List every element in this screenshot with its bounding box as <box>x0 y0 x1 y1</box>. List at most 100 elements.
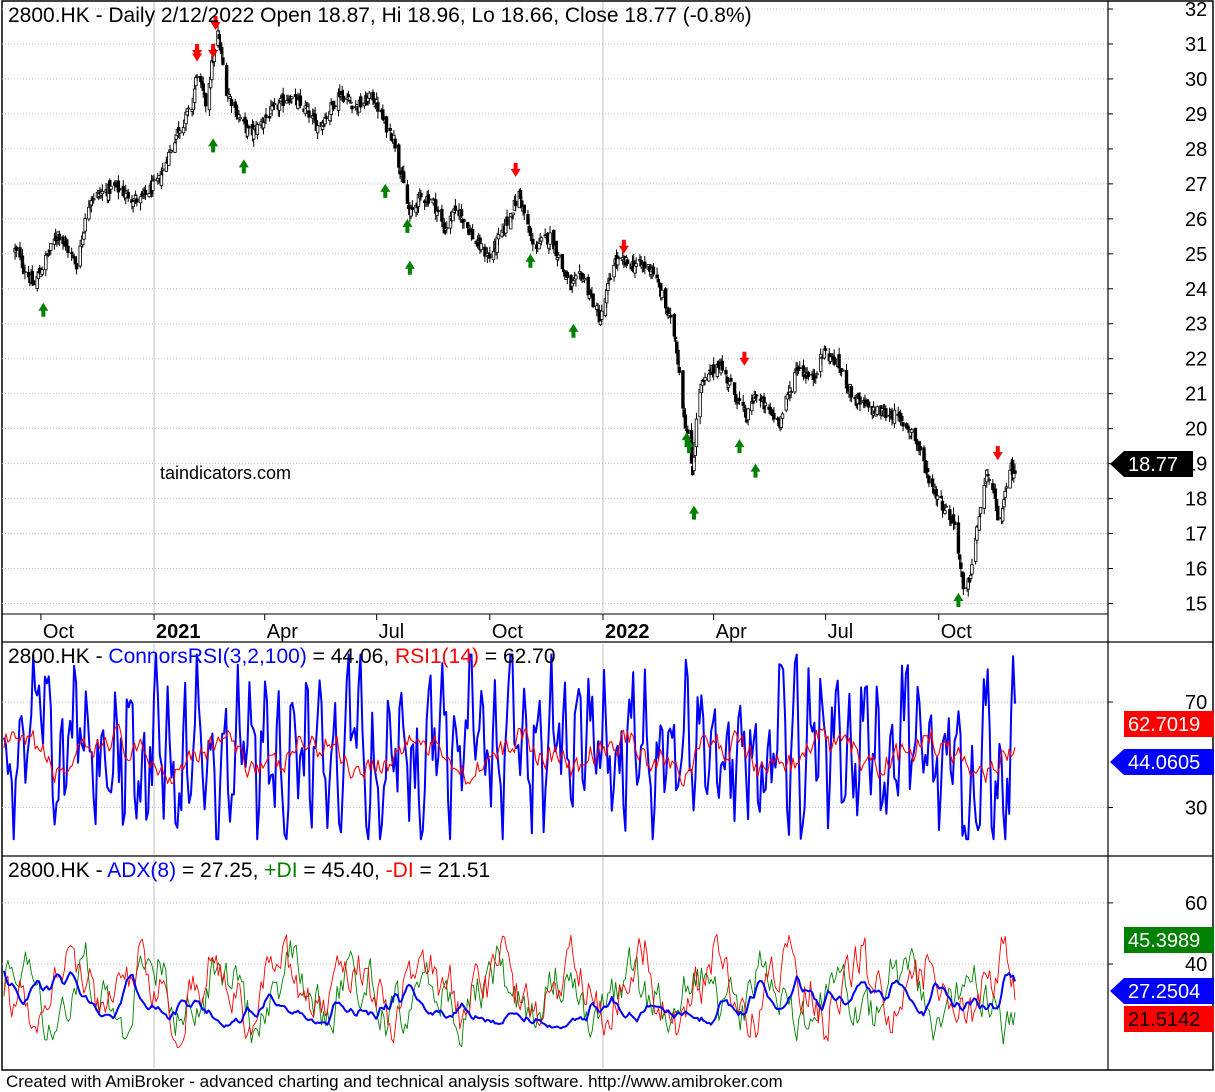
rsi-series-value: = 62.70 <box>479 645 555 668</box>
buy-signal-arrow <box>681 432 692 447</box>
candle-body <box>672 313 677 337</box>
candle-body <box>935 495 940 500</box>
candle-body <box>402 171 406 184</box>
candle-body <box>554 240 558 257</box>
candle-body <box>49 243 53 251</box>
candle-body <box>612 264 616 278</box>
candle-body <box>522 204 526 214</box>
adx-panel-title: 2800.HK - ADX(8) = 27.25, +DI = 45.40, -… <box>8 859 490 882</box>
candle-body <box>264 114 268 119</box>
candle-body <box>23 271 27 274</box>
candle-body <box>643 261 647 269</box>
signal-arrows <box>38 15 1003 608</box>
candle-body <box>388 127 392 131</box>
candle-body <box>393 138 397 149</box>
candle-body <box>953 521 957 525</box>
candle-body <box>526 214 530 225</box>
candle-body <box>539 237 544 242</box>
candle-body <box>267 115 272 119</box>
candle-body <box>582 278 587 281</box>
adx-title-sep: - <box>90 859 108 882</box>
minus-di-last-label: 21.5142 <box>1128 1009 1200 1031</box>
candle-body <box>221 57 225 65</box>
adx-plot <box>3 934 1016 1048</box>
candle-body <box>513 200 518 207</box>
candle-body <box>255 124 260 135</box>
candle-body <box>72 255 76 259</box>
candle-body <box>82 232 86 240</box>
watermark: taindicators.com <box>160 463 291 483</box>
candle-body <box>987 479 991 481</box>
candle-body <box>376 102 380 112</box>
candle-body <box>178 130 182 134</box>
candle-body <box>837 354 841 369</box>
price-tick-label: 32 <box>1185 0 1207 21</box>
price-tick-label: 20 <box>1185 419 1207 441</box>
candle-body <box>884 408 888 418</box>
candle-body <box>727 380 732 386</box>
grid-lines <box>2 2 1108 1068</box>
candle-body <box>247 125 251 129</box>
buy-signal-arrow <box>750 463 761 478</box>
minus-di-series-name: -DI <box>386 859 414 882</box>
candle-body <box>656 278 661 283</box>
candle-body <box>841 369 845 372</box>
candle-body <box>763 402 768 407</box>
candle-body <box>66 245 70 254</box>
candle-body <box>1003 490 1007 498</box>
candle-body <box>957 554 962 560</box>
candle-body <box>711 364 716 374</box>
plus-di-last-label: 45.3989 <box>1128 930 1200 952</box>
candle-body <box>634 263 638 267</box>
candle-body <box>204 93 208 107</box>
candle-body <box>100 191 105 195</box>
date-tick-label: Oct <box>43 621 75 643</box>
candle-body <box>57 233 62 241</box>
candle-body <box>109 185 113 190</box>
candle-body <box>238 117 242 120</box>
candle-body <box>901 422 905 427</box>
candle-body <box>159 174 164 187</box>
candle-body <box>996 505 1000 521</box>
candle-body <box>40 269 44 275</box>
candle-body <box>741 402 745 406</box>
candle-body <box>307 110 311 118</box>
candle-body <box>290 96 294 100</box>
candle-body <box>598 320 603 326</box>
buy-signal-arrow <box>238 159 249 174</box>
candle-body <box>201 83 205 91</box>
candle-body <box>571 280 576 284</box>
candle-body <box>668 314 673 318</box>
candle-body <box>18 247 22 258</box>
last-price-box: 18.77 <box>1110 451 1193 477</box>
candle-body <box>358 96 363 108</box>
candle-body <box>982 484 986 509</box>
rsi-line <box>3 723 1016 787</box>
price-tick-label: 18 <box>1185 489 1207 511</box>
price-tick-label: 22 <box>1185 349 1207 371</box>
candle-body <box>345 97 349 100</box>
price-tick-label: 30 <box>1185 69 1207 91</box>
candle-body <box>322 125 326 127</box>
candle-body <box>606 283 610 292</box>
candle-body <box>367 92 371 99</box>
price-plot <box>13 25 1017 597</box>
candle-body <box>397 144 401 168</box>
buy-signal-arrow <box>38 302 49 317</box>
candle-body <box>793 372 797 393</box>
adx-line <box>3 970 1016 1030</box>
connors-rsi-plot <box>3 653 1016 841</box>
rsi-last-label: 62.7019 <box>1128 714 1200 736</box>
adx-tick-label: 60 <box>1185 893 1207 915</box>
candle-body <box>152 179 156 182</box>
candle-body <box>445 227 449 230</box>
price-tick-label: 29 <box>1185 104 1207 126</box>
connors-panel-title: 2800.HK - ConnorsRSI(3,2,100) = 44.06, R… <box>8 645 556 668</box>
candle-body <box>143 189 148 195</box>
candle-body <box>135 198 139 203</box>
candle-body <box>92 198 96 201</box>
price-tick-label: 25 <box>1185 244 1207 266</box>
candle-body <box>858 396 862 405</box>
price-tick-label: 21 <box>1185 384 1207 406</box>
